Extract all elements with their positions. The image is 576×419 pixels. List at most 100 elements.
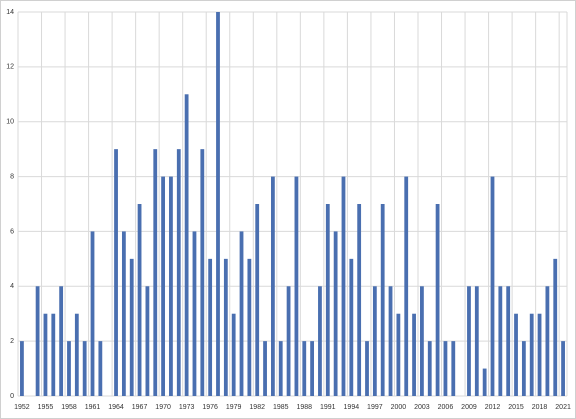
bar [270, 176, 275, 396]
bar [43, 313, 48, 396]
x-tick-label: 1961 [85, 404, 101, 411]
bar [498, 286, 503, 396]
bar [349, 258, 354, 396]
x-tick-label: 2000 [391, 404, 407, 411]
bar [302, 341, 307, 396]
x-tick-label: 2015 [508, 404, 524, 411]
bar [216, 12, 220, 396]
x-tick-label: 1973 [179, 404, 195, 411]
bar [145, 286, 150, 396]
bar [231, 313, 236, 396]
bar [137, 204, 142, 396]
bar [200, 149, 205, 396]
bar [427, 341, 432, 396]
y-tick-label: 8 [10, 173, 14, 180]
x-tick-label: 2012 [485, 404, 501, 411]
bar [263, 341, 267, 396]
bar [388, 286, 393, 396]
y-tick-label: 10 [6, 119, 14, 126]
x-tick-label: 1988 [296, 404, 312, 411]
bar [474, 286, 479, 396]
bar [561, 341, 565, 396]
bar [404, 176, 409, 396]
bar [529, 313, 534, 396]
bar [255, 204, 260, 396]
bar [59, 286, 64, 396]
bar [192, 231, 197, 396]
bar [333, 231, 338, 396]
y-tick-label: 14 [6, 9, 14, 16]
x-tick-label: 2018 [532, 404, 548, 411]
bar [506, 286, 511, 396]
y-tick-label: 0 [10, 393, 14, 400]
bar [294, 176, 299, 396]
bar [129, 258, 134, 396]
bar [420, 286, 424, 396]
x-tick-label: 1994 [344, 404, 360, 411]
x-tick-label: 1976 [202, 404, 218, 411]
x-tick-label: 1982 [249, 404, 265, 411]
bar [114, 149, 118, 396]
y-tick-label: 12 [6, 64, 14, 71]
bar [545, 286, 550, 396]
bar [372, 286, 377, 396]
y-tick-label: 2 [10, 338, 14, 345]
bar [412, 313, 416, 396]
bar [98, 341, 103, 396]
bar [451, 341, 456, 396]
bar [341, 176, 346, 396]
bar [325, 204, 330, 396]
bar [443, 341, 448, 396]
bar [357, 204, 362, 396]
x-tick-label: 2006 [438, 404, 454, 411]
bar [67, 341, 71, 396]
bar [482, 368, 487, 396]
x-tick-label: 1964 [108, 404, 124, 411]
x-tick-label: 2003 [414, 404, 430, 411]
y-tick-label: 4 [10, 283, 14, 290]
bar [490, 176, 495, 396]
bar [153, 149, 158, 396]
bar [318, 286, 322, 396]
bar [521, 341, 526, 396]
bar [176, 149, 181, 396]
x-tick-label: 2021 [555, 404, 571, 411]
bar [223, 258, 228, 396]
bar [208, 258, 213, 396]
y-tick-label: 6 [10, 228, 14, 235]
bar [35, 286, 40, 396]
bar [553, 258, 558, 396]
bar [161, 176, 165, 396]
x-tick-label: 2009 [461, 404, 477, 411]
bar [365, 341, 369, 396]
bar [278, 341, 283, 396]
x-tick-label: 1952 [14, 404, 30, 411]
bar [537, 313, 542, 396]
bar [51, 313, 56, 396]
bar [435, 204, 440, 396]
bar [121, 231, 126, 396]
x-tick-label: 1985 [273, 404, 289, 411]
x-tick-label: 1970 [155, 404, 171, 411]
x-tick-label: 1979 [226, 404, 242, 411]
bar [169, 176, 173, 396]
bar [247, 258, 252, 396]
bar [184, 94, 189, 397]
bar [396, 313, 401, 396]
bar [239, 231, 244, 396]
x-tick-label: 1955 [38, 404, 54, 411]
bar [514, 313, 518, 396]
bar [90, 231, 95, 396]
x-tick-label: 1967 [132, 404, 148, 411]
bar [286, 286, 291, 396]
x-tick-label: 1958 [61, 404, 77, 411]
bar [310, 341, 315, 396]
x-tick-label: 1997 [367, 404, 383, 411]
bar [20, 341, 24, 396]
bar [467, 286, 471, 396]
x-tick-label: 1991 [320, 404, 336, 411]
bar [74, 313, 79, 396]
bar [82, 341, 87, 396]
